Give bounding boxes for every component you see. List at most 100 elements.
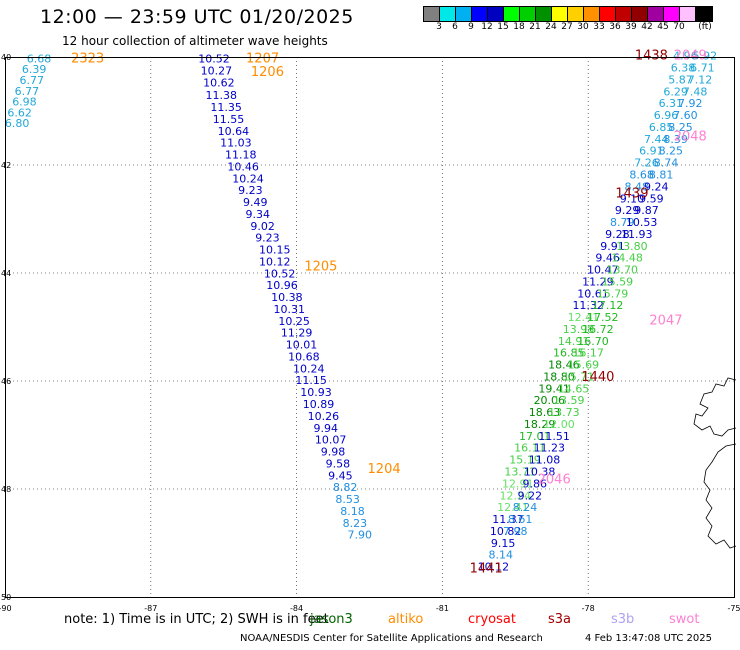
wave-height-value: 7.92 bbox=[678, 97, 703, 110]
wave-height-value: 9.49 bbox=[243, 196, 268, 209]
pass-time-label: 1205 bbox=[304, 259, 337, 274]
track-west: 6.686.396.776.776.986.626.80 bbox=[5, 52, 51, 130]
wave-height-value: 11.51 bbox=[538, 430, 570, 443]
scale-label: 15 bbox=[497, 22, 509, 32]
wave-height-value: 8.48 bbox=[625, 180, 650, 193]
wave-height-value: 11.03 bbox=[220, 137, 252, 150]
wave-height-value: 6.71 bbox=[690, 62, 715, 75]
scale-swatch bbox=[696, 7, 712, 21]
wave-height-value: 11.55 bbox=[213, 113, 245, 126]
wave-height-value: 8.79 bbox=[610, 216, 635, 229]
altimeter-tracks: 6.686.396.776.776.986.626.8010.5210.2710… bbox=[5, 50, 717, 574]
wave-height-value: 6.96 bbox=[654, 109, 679, 122]
scale-label: 27 bbox=[561, 22, 573, 32]
wave-height-value: 10.15 bbox=[259, 244, 291, 257]
wave-height-value: 10.64 bbox=[218, 125, 250, 138]
wave-height-value: 6.31 bbox=[659, 97, 684, 110]
wave-height-value: 15.19 bbox=[509, 454, 541, 467]
wave-height-value: 11.32 bbox=[572, 299, 604, 312]
wave-height-value: 7.12 bbox=[688, 73, 713, 86]
wave-height-value: 8.74 bbox=[654, 157, 679, 170]
wave-height-value: 15.59 bbox=[602, 275, 634, 288]
wave-height-value: 6.80 bbox=[5, 117, 30, 130]
lon-tick-label: -75 bbox=[727, 604, 740, 613]
wave-height-value: 6.77 bbox=[19, 74, 44, 87]
mission-label-s3a: s3a bbox=[548, 612, 572, 627]
pass-time-label: 2047 bbox=[649, 313, 682, 328]
pass-time-label: 1439 bbox=[615, 186, 648, 201]
wave-height-value: 6.91 bbox=[639, 145, 664, 158]
wave-height-value: 9.98 bbox=[321, 446, 346, 459]
wave-height-value: 9.45 bbox=[328, 469, 353, 482]
wave-height-value: 10.68 bbox=[288, 350, 320, 363]
wave-height-value: 10.24 bbox=[232, 172, 264, 185]
wave-height-value: 17.01 bbox=[519, 430, 551, 443]
wave-height-value: 10.96 bbox=[266, 279, 298, 292]
wave-height-value: 14.65 bbox=[558, 382, 590, 395]
scale-swatch bbox=[456, 7, 472, 21]
wave-height-value: 11.15 bbox=[295, 374, 327, 387]
coastline-shape bbox=[693, 377, 737, 549]
wave-height-value: 6.29 bbox=[663, 85, 688, 98]
wave-height-value: 9.23 bbox=[255, 232, 280, 245]
wave-height-value: 9.59 bbox=[639, 192, 664, 205]
scale-swatch bbox=[488, 7, 504, 21]
wave-height-value: 15.79 bbox=[597, 287, 629, 300]
wave-height-value: 16.72 bbox=[582, 323, 614, 336]
wave-height-value: 9.24 bbox=[644, 180, 669, 193]
wave-height-value: 6.39 bbox=[22, 63, 47, 76]
wave-height-value: 7.60 bbox=[673, 109, 698, 122]
scale-label: 45 bbox=[657, 22, 669, 32]
wave-height-value: 11.29 bbox=[582, 275, 614, 288]
wave-height-value: 10.31 bbox=[274, 303, 306, 316]
wave-height-value: 11.93 bbox=[621, 228, 653, 241]
wave-height-value: 19.41 bbox=[538, 382, 570, 395]
wave-height-value: 11.38 bbox=[206, 89, 238, 102]
wave-height-value: 9.22 bbox=[518, 489, 543, 502]
wave-height-value: 9.94 bbox=[314, 422, 339, 435]
wave-height-value: 17.52 bbox=[587, 311, 619, 324]
wave-height-value: 6.38 bbox=[671, 62, 696, 75]
scale-label: 70 bbox=[673, 22, 685, 32]
wave-height-value: 9.10 bbox=[620, 192, 645, 205]
wave-height-value: 8.82 bbox=[333, 481, 358, 494]
wave-height-value: 9.86 bbox=[522, 477, 547, 490]
scale-swatch bbox=[600, 7, 616, 21]
wave-height-value: 8.68 bbox=[629, 169, 654, 182]
scale-swatch bbox=[552, 7, 568, 21]
wave-height-value: 8.81 bbox=[649, 169, 674, 182]
wave-height-value: 7.26 bbox=[634, 157, 659, 170]
scale-label: 24 bbox=[545, 22, 557, 32]
scale-label: 12 bbox=[481, 22, 493, 32]
pass-time-label: 2323 bbox=[71, 51, 104, 66]
wave-height-value: 10.46 bbox=[227, 160, 259, 173]
wave-height-value: 10.89 bbox=[303, 398, 335, 411]
track-east-a: 4.966.385.876.296.316.966.857.446.917.26… bbox=[478, 50, 698, 574]
lat-tick-label: 44 bbox=[1, 269, 11, 278]
scale-label: 39 bbox=[625, 22, 637, 32]
mission-label-s3b: s3b bbox=[611, 612, 635, 627]
scale-swatch bbox=[648, 7, 664, 21]
wave-height-value: 17.12 bbox=[592, 299, 624, 312]
page-subtitle: 12 hour collection of altimeter wave hei… bbox=[62, 34, 328, 48]
scale-swatch bbox=[536, 7, 552, 21]
mission-label-swot: swot bbox=[669, 612, 700, 627]
wave-height-value: 8.18 bbox=[340, 505, 365, 518]
track-east-b: 5.926.717.127.487.927.608.258.398.258.74… bbox=[503, 50, 717, 538]
scale-label: 30 bbox=[577, 22, 589, 32]
pass-time-label: 1440 bbox=[581, 370, 614, 385]
wave-height-value: 12.41 bbox=[568, 311, 600, 324]
wave-height-value: 18.29 bbox=[524, 418, 556, 431]
wave-height-value: 8.14 bbox=[488, 549, 513, 562]
wave-height-value: 13.71 bbox=[504, 466, 536, 479]
pass-time-label: 1204 bbox=[368, 462, 401, 477]
scale-swatch bbox=[584, 7, 600, 21]
wave-height-value: 13.59 bbox=[553, 394, 585, 407]
wave-height-value: 8.39 bbox=[663, 133, 688, 146]
pass-time-label: 1441 bbox=[470, 562, 503, 577]
wave-height-value: 13.73 bbox=[548, 406, 580, 419]
wave-height-value: 6.62 bbox=[7, 106, 32, 119]
wave-height-value: 10.52 bbox=[198, 52, 230, 65]
wave-height-value: 5.92 bbox=[693, 50, 718, 63]
